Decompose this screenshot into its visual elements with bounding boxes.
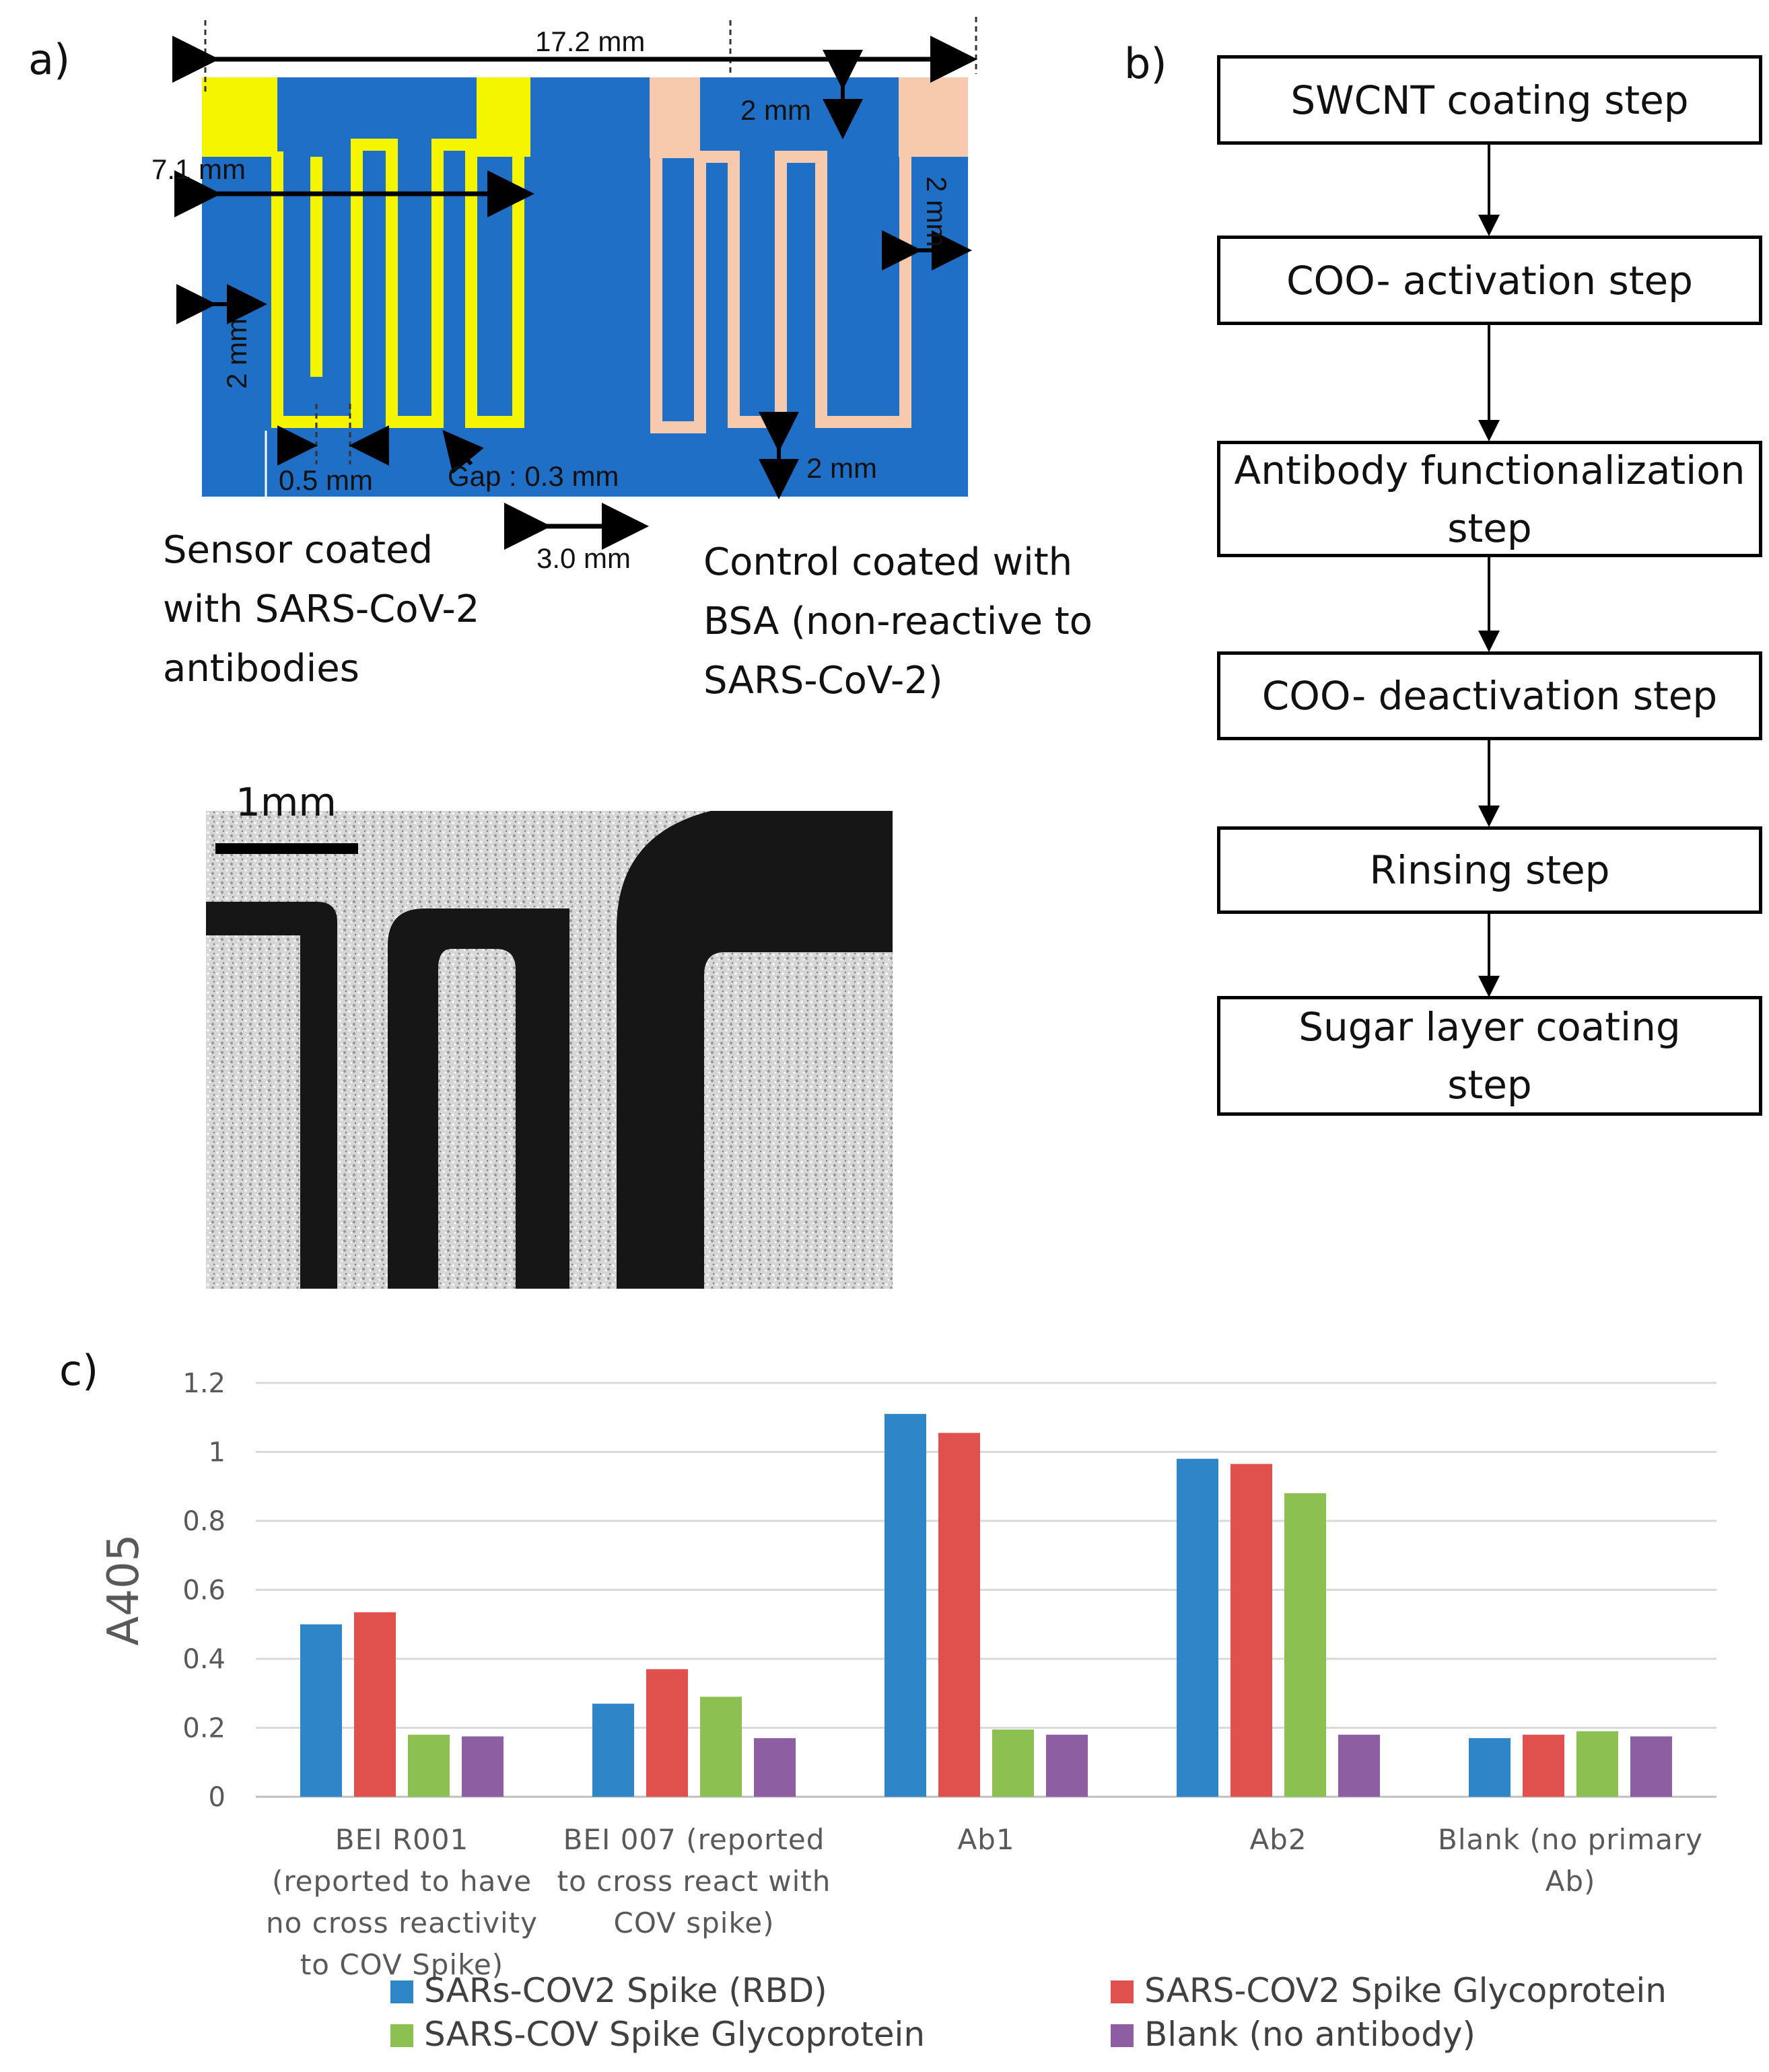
panel-a-label: a) bbox=[28, 35, 71, 84]
dim-finger-width: 0.5 mm bbox=[279, 464, 374, 496]
electrode-diagram bbox=[172, 17, 977, 550]
x-tick-label: to COV Spike) bbox=[300, 1948, 504, 1981]
bar bbox=[1469, 1738, 1511, 1797]
legend-label: SARS-COV Spike Glycoprotein bbox=[424, 2015, 925, 2054]
bar bbox=[354, 1612, 396, 1797]
bar bbox=[592, 1703, 634, 1797]
bar bbox=[884, 1414, 926, 1797]
control-caption-line: SARS-CoV-2) bbox=[703, 659, 943, 703]
dim-right-pad: 2 mm bbox=[921, 176, 952, 247]
flowchart-arrows bbox=[1478, 145, 1500, 997]
x-tick-label: COV spike) bbox=[614, 1906, 775, 1939]
dim-height-total: 7.1 mm bbox=[151, 153, 246, 185]
bar bbox=[1284, 1493, 1326, 1797]
bar bbox=[938, 1433, 980, 1797]
panel-b-label: b) bbox=[1124, 39, 1167, 88]
bar bbox=[1338, 1734, 1380, 1797]
x-tick-label: to cross react with bbox=[557, 1865, 831, 1898]
dim-gap: Gap : 0.3 mm bbox=[448, 460, 619, 492]
bar bbox=[992, 1729, 1034, 1797]
legend-swatch bbox=[1111, 2024, 1134, 2047]
bar bbox=[462, 1736, 504, 1797]
bar bbox=[1046, 1734, 1088, 1797]
dim-top-pad: 2 mm bbox=[740, 94, 811, 126]
x-tick-label: (reported to have bbox=[272, 1865, 532, 1898]
flow-step-deactivation: COO- deactivation step bbox=[1217, 651, 1762, 740]
dim-width-total: 17.2 mm bbox=[535, 26, 646, 57]
legend-label: SARS-COV2 Spike Glycoprotein bbox=[1144, 1971, 1667, 2010]
y-tick-label: 0.2 bbox=[182, 1713, 226, 1744]
control-caption: Control coated with BSA (non-reactive to… bbox=[703, 533, 1092, 711]
bar-chart: 0 0.2 0.4 0.6 0.8 1 1.2 A405 BEI R001 (reported t… bbox=[99, 1368, 1716, 2054]
y-tick-label: 1.2 bbox=[182, 1368, 226, 1399]
dim-left-pad: 2 mm bbox=[221, 318, 252, 389]
bar bbox=[300, 1624, 342, 1797]
y-tick-label: 1 bbox=[209, 1437, 226, 1468]
electrode-micrograph bbox=[206, 811, 893, 1289]
control-pad-right bbox=[899, 77, 968, 157]
bar bbox=[700, 1696, 742, 1797]
bar bbox=[1177, 1458, 1218, 1797]
y-tick-label: 0 bbox=[209, 1782, 226, 1813]
control-caption-line: BSA (non-reactive to bbox=[703, 600, 1092, 643]
bar bbox=[1230, 1464, 1272, 1797]
legend-swatch bbox=[390, 2024, 413, 2047]
flow-step-swcnt: SWCNT coating step bbox=[1217, 55, 1762, 145]
flow-step-sugar: Sugar layer coating step bbox=[1217, 996, 1762, 1116]
flow-step-functionalization: Antibody functionalization step bbox=[1217, 441, 1762, 557]
y-tick-label: 0.4 bbox=[182, 1644, 226, 1675]
x-tick-label: BEI R001 bbox=[335, 1823, 469, 1856]
control-fingers bbox=[650, 151, 911, 433]
x-tick-label: BEI 007 (reported bbox=[563, 1823, 825, 1856]
dim-bottom-pad: 2 mm bbox=[806, 452, 877, 484]
sensor-pad-left bbox=[202, 77, 277, 157]
dim-separation: 3.0 mm bbox=[536, 542, 631, 574]
sensor-caption: Sensor coated with SARS-CoV-2 antibodies bbox=[163, 521, 479, 699]
bar bbox=[408, 1734, 450, 1797]
sensor-caption-line: with SARS-CoV-2 bbox=[163, 587, 480, 631]
bar bbox=[1576, 1731, 1618, 1797]
legend-label: Blank (no antibody) bbox=[1144, 2015, 1476, 2054]
bar bbox=[754, 1738, 796, 1797]
x-tick-label: Ab) bbox=[1546, 1865, 1596, 1898]
bar bbox=[1630, 1736, 1672, 1797]
sensor-pad-right bbox=[477, 77, 530, 157]
flow-step-rinsing: Rinsing step bbox=[1217, 826, 1762, 914]
panel-c-label: c) bbox=[59, 1346, 99, 1395]
legend-label: SARs-COV2 Spike (RBD) bbox=[424, 1971, 827, 2010]
x-tick-label: Blank (no primary bbox=[1438, 1823, 1703, 1856]
scale-bar-label: 1mm bbox=[236, 779, 337, 825]
legend-swatch bbox=[1111, 1980, 1134, 2003]
x-tick-label: Ab2 bbox=[1249, 1823, 1307, 1856]
x-tick-label: Ab1 bbox=[957, 1823, 1014, 1856]
bar bbox=[1523, 1734, 1564, 1797]
sensor-caption-line: antibodies bbox=[163, 647, 359, 690]
y-tick-label: 0.6 bbox=[182, 1575, 226, 1606]
y-tick-label: 0.8 bbox=[182, 1506, 226, 1537]
sensor-caption-line: Sensor coated bbox=[163, 528, 433, 572]
bar bbox=[646, 1669, 688, 1797]
flow-step-activation: COO- activation step bbox=[1217, 236, 1762, 325]
y-axis-label: A405 bbox=[99, 1534, 149, 1646]
x-tick-label: no cross reactivity bbox=[266, 1906, 538, 1939]
control-caption-line: Control coated with bbox=[703, 540, 1073, 584]
legend-swatch bbox=[390, 1980, 413, 2003]
control-pad-left bbox=[650, 77, 700, 158]
